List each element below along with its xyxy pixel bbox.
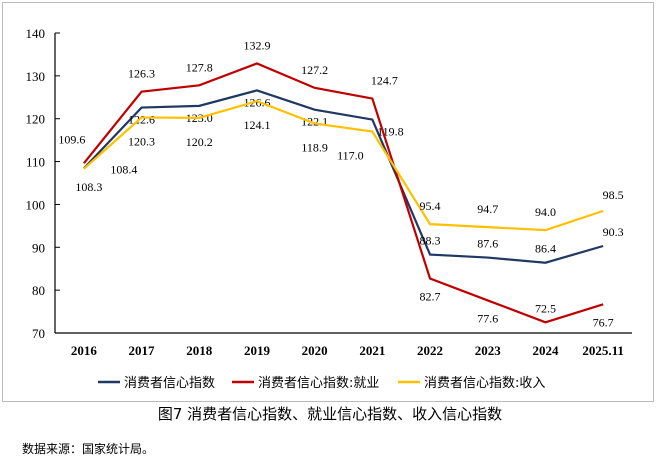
- chart-title: 图7 消费者信心指数、就业信心指数、收入信心指数: [157, 405, 503, 423]
- data-label: 118.9: [301, 140, 328, 154]
- data-label: 95.4: [420, 199, 441, 213]
- x-tick-label: 2019: [244, 343, 271, 358]
- y-tick-label: 130: [26, 69, 46, 84]
- data-label: 109.6: [58, 132, 85, 146]
- legend-label: 消费者信心指数:收入: [424, 376, 545, 391]
- data-label: 108.4: [110, 162, 137, 176]
- y-tick-label: 120: [26, 112, 46, 127]
- source-note: 数据来源：国家统计局。: [22, 442, 155, 456]
- data-label: 77.6: [477, 311, 498, 325]
- data-label: 127.2: [301, 63, 328, 77]
- y-tick-label: 110: [26, 155, 45, 170]
- legend-label: 消费者信心指数: [124, 376, 215, 391]
- y-tick-label: 90: [32, 240, 45, 255]
- x-tick-label: 2021: [359, 343, 385, 358]
- x-tick-label: 2018: [186, 343, 213, 358]
- data-label: 87.6: [477, 237, 498, 251]
- series-line-1: [82, 62, 604, 324]
- data-label: 126.6: [243, 95, 270, 109]
- data-label: 98.5: [603, 188, 624, 202]
- data-label: 124.1: [243, 118, 270, 132]
- data-label: 124.7: [371, 74, 398, 88]
- x-tick-label: 2020: [302, 343, 328, 358]
- y-tick-label: 140: [26, 26, 46, 41]
- series-line-0: [83, 89, 604, 264]
- x-tick-label: 2025.11: [582, 343, 624, 358]
- data-label: 88.3: [420, 234, 441, 248]
- legend-label: 消费者信心指数:就业: [258, 376, 379, 391]
- data-label: 127.8: [186, 60, 213, 74]
- x-tick-label: 2024: [532, 343, 559, 358]
- x-tick-label: 2022: [417, 343, 443, 358]
- y-tick-label: 100: [26, 197, 46, 212]
- series-line-2: [83, 99, 604, 232]
- y-tick-label: 70: [32, 326, 45, 341]
- data-label: 94.7: [477, 202, 498, 216]
- data-label: 117.0: [337, 149, 364, 163]
- data-label: 120.2: [186, 135, 213, 149]
- data-label: 76.7: [593, 315, 614, 329]
- y-tick-label: 80: [32, 283, 45, 298]
- data-label: 132.9: [243, 38, 270, 52]
- data-label: 126.3: [128, 67, 155, 81]
- data-label: 122.1: [301, 115, 328, 129]
- data-label: 86.4: [535, 242, 556, 256]
- data-label: 72.5: [535, 301, 556, 315]
- data-label: 94.0: [535, 205, 556, 219]
- data-label: 82.7: [420, 290, 441, 304]
- data-label: 90.3: [603, 225, 624, 239]
- data-label: 108.3: [75, 180, 102, 194]
- x-tick-label: 2016: [71, 343, 98, 358]
- x-tick-label: 2017: [129, 343, 156, 358]
- data-label: 120.3: [128, 134, 155, 148]
- chart-frame: [2, 2, 654, 402]
- x-tick-label: 2023: [475, 343, 502, 358]
- line-chart: 70 80 90 100 110 120 130 140 2016 2017 2018 2019 202…: [26, 26, 632, 391]
